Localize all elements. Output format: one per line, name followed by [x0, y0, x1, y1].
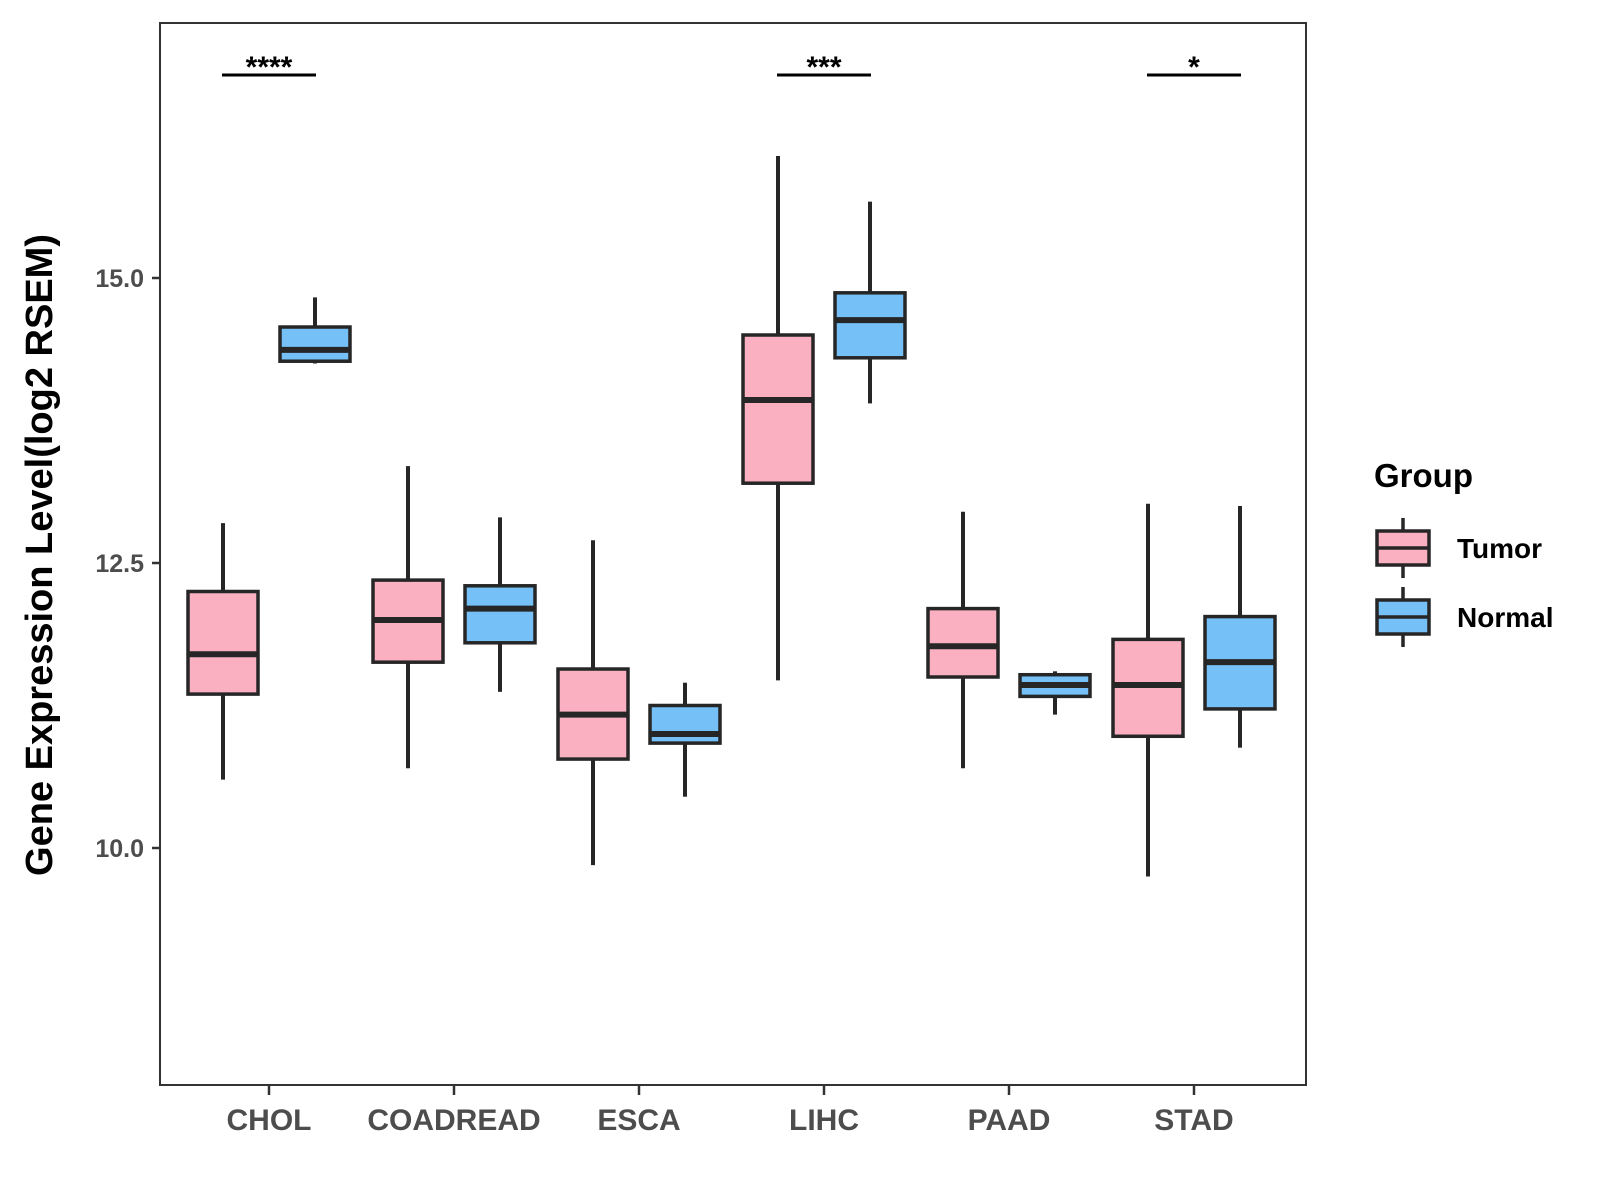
legend-title: Group [1374, 457, 1473, 494]
y-axis-title: Gene Expression Level(log2 RSEM) [19, 234, 61, 876]
x-tick-label-paad: PAAD [968, 1104, 1051, 1137]
box-stad-normal [1203, 506, 1277, 748]
y-tick-label: 10.0 [95, 835, 144, 863]
box-paad-normal [1018, 671, 1092, 715]
significance-label-chol: **** [246, 51, 293, 84]
box-paad-tumor [926, 511, 1000, 769]
box-chol-tumor [186, 523, 260, 780]
significance-label-stad: * [1188, 51, 1200, 84]
box-body-coadread-normal [463, 584, 537, 645]
legend: Group Tumor Normal [1374, 457, 1553, 647]
y-axis: 10.0 12.5 15.0 [95, 265, 160, 863]
x-tick-label-coadread: COADREAD [367, 1104, 540, 1137]
box-body-paad-tumor [926, 606, 1000, 679]
box-lihc-normal [833, 201, 907, 404]
boxes-layer [186, 156, 1277, 877]
box-esca-normal [648, 682, 722, 797]
box-esca-tumor [556, 540, 630, 866]
plot-area: **** *** * [159, 22, 1307, 1086]
x-tick-label-lihc: LIHC [789, 1104, 859, 1137]
significance-label-lihc: *** [806, 51, 841, 84]
y-tick-label: 15.0 [95, 265, 144, 293]
legend-label-normal: Normal [1457, 602, 1553, 633]
box-stad-tumor [1111, 503, 1185, 877]
x-tick-label-stad: STAD [1154, 1104, 1233, 1137]
x-tick-label-esca: ESCA [597, 1104, 680, 1137]
box-lihc-tumor [741, 156, 815, 681]
legend-label-tumor: Tumor [1457, 533, 1542, 564]
box-body-chol-tumor [186, 589, 260, 696]
box-coadread-tumor [371, 466, 445, 769]
box-body-esca-normal [648, 703, 722, 745]
box-body-lihc-tumor [741, 333, 815, 485]
box-body-chol-normal [278, 325, 352, 363]
plot-panel-border [159, 22, 1307, 1086]
x-axis: CHOL COADREAD ESCA LIHC PAAD STAD [227, 1085, 1234, 1137]
legend-item-normal: Normal [1375, 587, 1553, 647]
box-body-lihc-normal [833, 291, 907, 360]
box-chol-normal [278, 297, 352, 364]
y-tick-label: 12.5 [95, 550, 144, 578]
box-coadread-normal [463, 517, 537, 692]
legend-item-tumor: Tumor [1375, 518, 1542, 578]
x-tick-label-chol: CHOL [227, 1104, 312, 1137]
significance-layer: **** *** * [222, 51, 1241, 84]
